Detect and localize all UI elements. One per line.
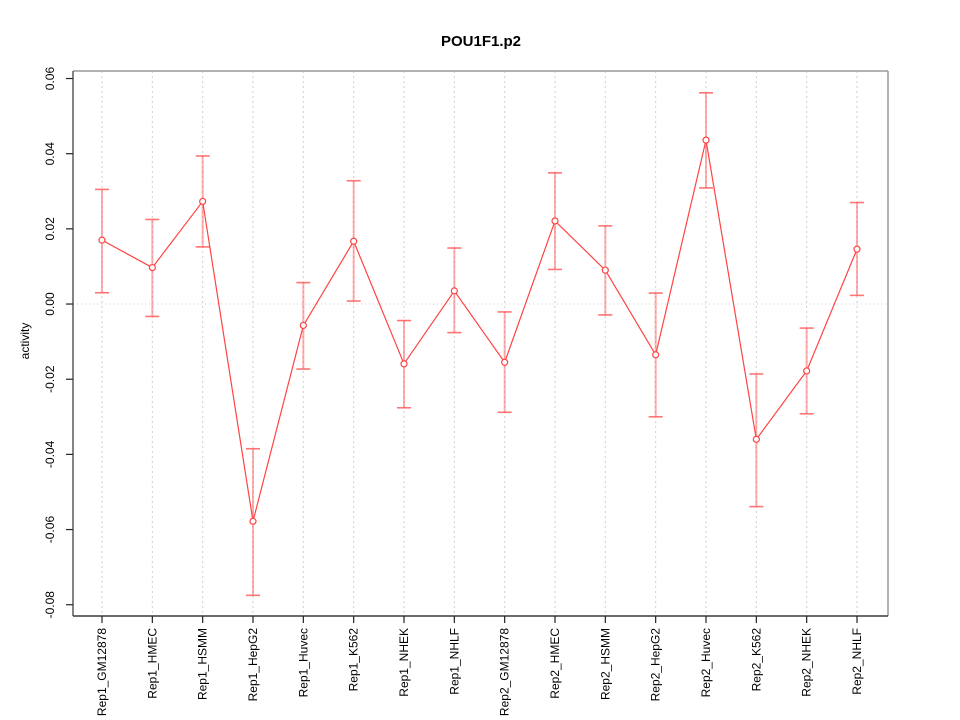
data-point-marker bbox=[249, 517, 257, 525]
x-tick-label: Rep1_HMEC bbox=[145, 628, 159, 699]
y-tick-label: 0.06 bbox=[43, 67, 57, 91]
y-tick-label: -0.06 bbox=[43, 516, 57, 544]
x-tick-label: Rep1_GM12878 bbox=[95, 628, 109, 716]
x-tick-label: Rep1_HepG2 bbox=[246, 628, 260, 702]
data-point-marker bbox=[652, 351, 660, 359]
x-tick-label: Rep1_HSMM bbox=[196, 628, 210, 700]
x-tick-label: Rep1_K562 bbox=[347, 628, 361, 692]
data-point-marker bbox=[803, 367, 811, 375]
y-tick-label: -0.08 bbox=[43, 591, 57, 619]
chart-title: POU1F1.p2 bbox=[440, 33, 522, 50]
y-tick-label: 0.02 bbox=[43, 217, 57, 241]
data-point-marker bbox=[702, 136, 710, 144]
x-tick-label: Rep1_Huvec bbox=[296, 628, 310, 697]
x-tick-label: Rep1_NHEK bbox=[397, 628, 411, 697]
y-axis-label: activity bbox=[18, 322, 32, 360]
data-point-marker bbox=[450, 287, 458, 295]
y-tick-label: -0.04 bbox=[43, 440, 57, 468]
data-point-marker bbox=[601, 266, 609, 274]
data-point-marker bbox=[350, 237, 358, 245]
data-point-marker bbox=[148, 263, 156, 272]
y-tick-label: 0.00 bbox=[43, 292, 57, 316]
x-tick-label: Rep2_HMEC bbox=[548, 628, 562, 699]
data-point-marker bbox=[98, 236, 106, 244]
x-tick-label: Rep2_NHEK bbox=[800, 628, 814, 697]
x-tick-label: Rep2_HepG2 bbox=[649, 628, 663, 702]
data-point-marker bbox=[299, 321, 307, 330]
x-tick-label: Rep2_GM12878 bbox=[498, 628, 512, 716]
data-point-marker bbox=[551, 217, 559, 225]
x-tick-label: Rep1_NHLF bbox=[447, 628, 461, 695]
x-tick-label: Rep2_Huvec bbox=[699, 628, 713, 697]
x-tick-label: Rep2_K562 bbox=[749, 628, 763, 692]
y-tick-label: 0.04 bbox=[43, 142, 57, 166]
data-point-marker bbox=[400, 360, 408, 368]
data-point-marker bbox=[752, 435, 760, 443]
series-line bbox=[101, 140, 858, 522]
data-point-marker bbox=[199, 197, 207, 206]
x-tick-label: Rep2_HSMM bbox=[598, 628, 612, 700]
x-tick-label: Rep2_NHLF bbox=[850, 628, 864, 695]
data-point-marker bbox=[853, 245, 861, 253]
data-point-marker bbox=[501, 358, 509, 366]
y-tick-label: -0.02 bbox=[43, 365, 57, 393]
